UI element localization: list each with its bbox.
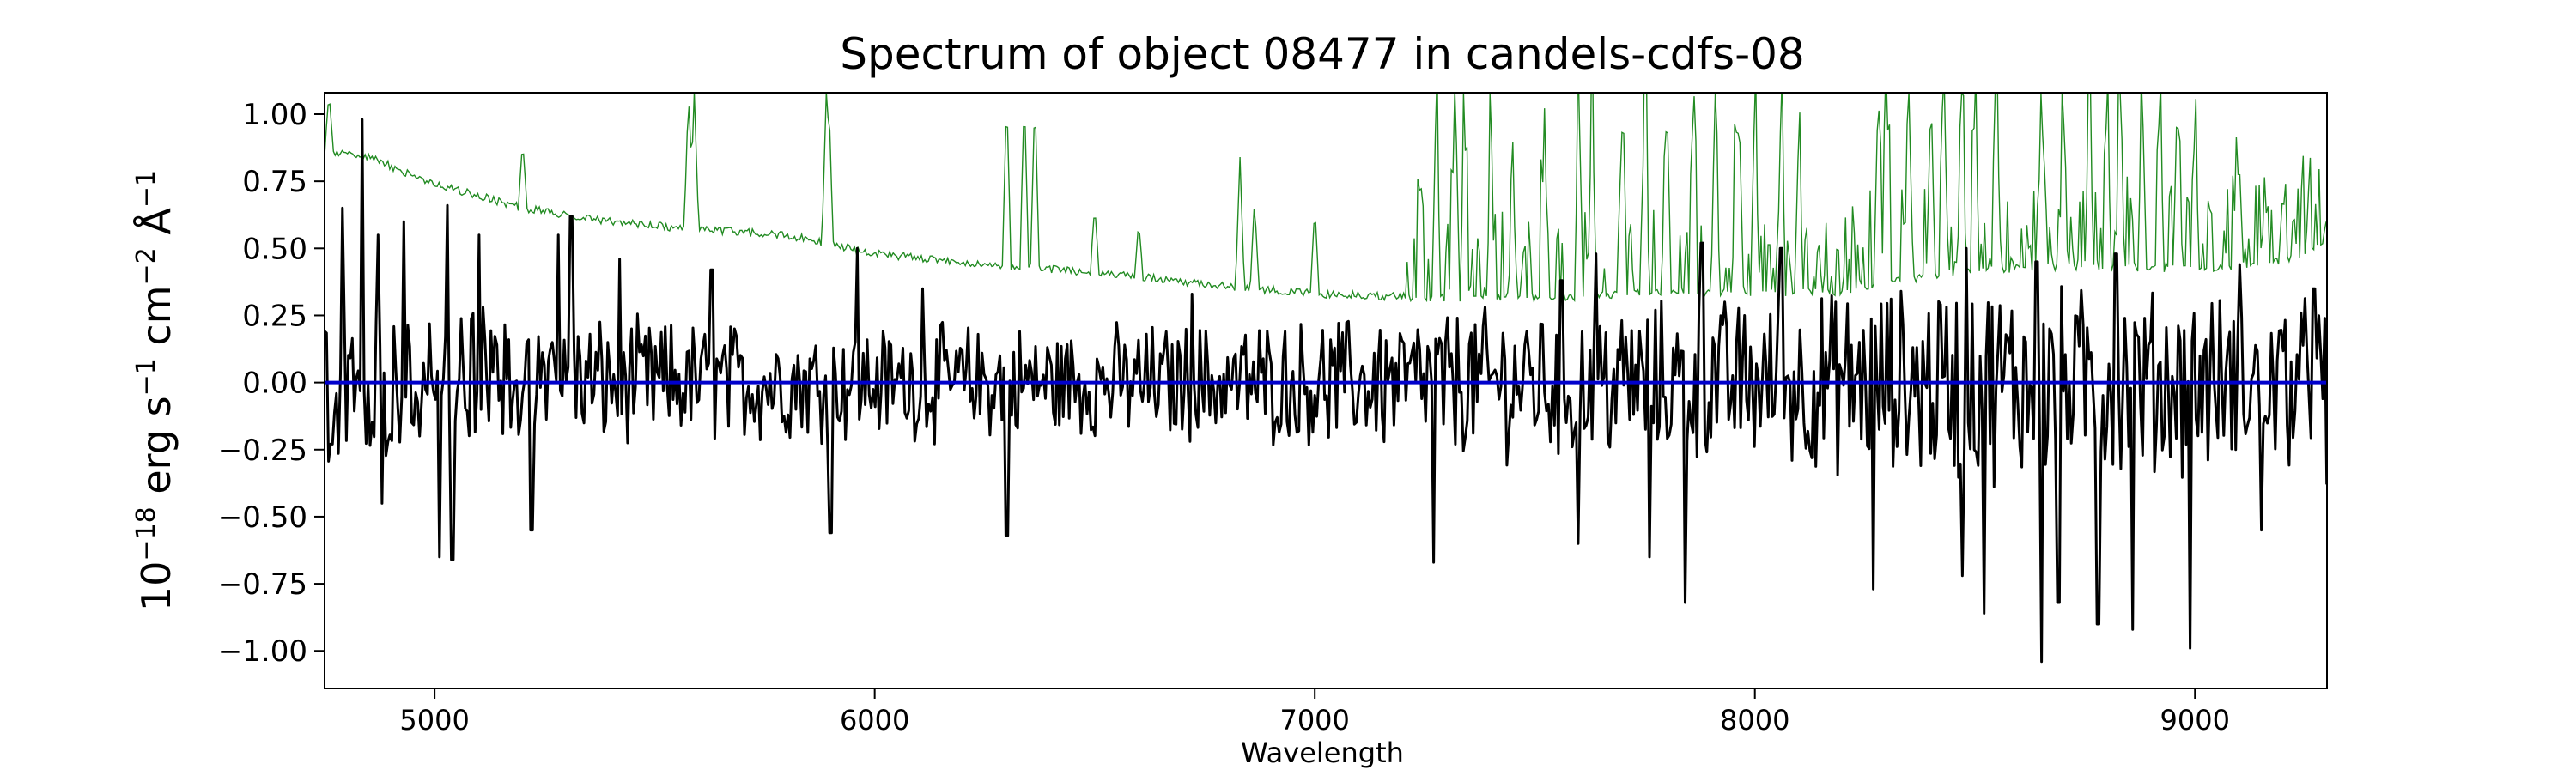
y-axis-label-unit3: Å [133,208,179,248]
y-axis-label: 10−18 erg s−1 cm−2 Å−1 [131,170,179,611]
x-axis: 5000 6000 7000 8000 9000 [399,688,2230,737]
plot-area [324,92,2328,689]
y-axis-label-prefix: 10 [133,561,179,612]
y-tick-label: −0.75 [218,567,307,602]
y-axis: −1.00 −0.75 −0.50 −0.25 0.00 0.25 0.50 0.75 1.00 [218,98,325,669]
x-tick-label: 6000 [840,704,909,737]
y-axis-label-unit3-exp: −1 [131,170,161,208]
x-tick-label: 7000 [1279,704,1349,737]
y-tick-label: −1.00 [218,634,307,669]
y-tick-label: 1.00 [242,98,307,132]
y-tick-label: 0.50 [242,232,307,266]
y-axis-label-unit2: cm [133,285,179,358]
y-tick-label: −0.50 [218,500,307,535]
noise-line [325,93,2327,304]
x-axis-label: Wavelength [1241,737,1404,769]
y-axis-label-prefix-exp: −18 [131,506,161,561]
chart-title: Spectrum of object 08477 in candels-cdfs… [840,29,1805,79]
x-tick-label: 8000 [1720,704,1789,737]
x-tick-label: 9000 [2160,704,2230,737]
y-tick-label: −0.25 [218,433,307,468]
flux-line [325,118,2327,664]
y-tick-label: 0.00 [242,367,307,401]
y-axis-label-unit1: erg s [133,396,179,506]
y-tick-label: 0.75 [242,165,307,199]
x-tick-label: 5000 [399,704,469,737]
y-tick-label: 0.25 [242,299,307,333]
series-layer [325,93,2327,664]
y-axis-label-unit2-exp: −2 [131,247,161,285]
plot-frame [324,92,2328,689]
y-axis-label-unit1-exp: −1 [131,358,161,396]
